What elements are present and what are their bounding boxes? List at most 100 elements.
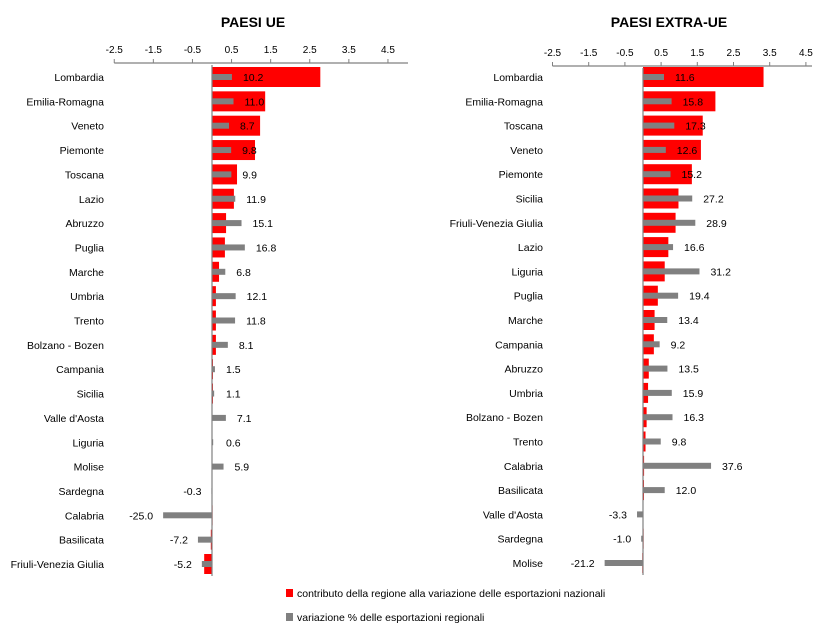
data-label: 11.9 <box>246 194 266 206</box>
category-label: Sicilia <box>516 194 544 206</box>
category-label: Toscana <box>504 121 543 133</box>
bar-variazione <box>643 219 696 226</box>
data-label: 16.3 <box>684 412 705 424</box>
data-label: 31.2 <box>710 266 731 278</box>
category-label: Molise <box>74 462 105 474</box>
data-label: 19.4 <box>689 291 710 303</box>
chart-title: PAESI EXTRA-UE <box>611 14 727 30</box>
chart-title: PAESI UE <box>221 14 285 30</box>
category-label: Friuli-Venezia Giulia <box>450 218 544 230</box>
bar-variazione <box>643 98 672 105</box>
category-label: Emilia-Romagna <box>465 96 543 108</box>
bar-variazione <box>643 389 672 396</box>
legend-swatch-gray <box>286 613 293 621</box>
legend-label: variazione % delle esportazioni regional… <box>297 612 484 624</box>
bar-variazione <box>643 365 668 372</box>
category-label: Trento <box>74 316 104 328</box>
data-label: 5.9 <box>235 462 250 474</box>
bar-variazione <box>212 171 232 178</box>
bar-contributo <box>643 91 716 112</box>
data-label: 12.1 <box>247 291 268 303</box>
bar-variazione <box>643 487 665 494</box>
x-tick-label: 3.5 <box>342 45 356 56</box>
x-tick-label: 0.5 <box>225 45 239 56</box>
bar-variazione <box>212 220 242 227</box>
bar-variazione <box>212 147 232 154</box>
category-label: Lazio <box>518 242 543 254</box>
bar-variazione <box>637 511 643 518</box>
bar-variazione <box>212 195 236 202</box>
bar-variazione <box>212 122 230 129</box>
category-label: Lombardia <box>54 72 104 84</box>
category-label: Emilia-Romagna <box>26 96 104 108</box>
category-label: Toscana <box>65 169 104 181</box>
bar-contributo <box>643 67 764 87</box>
bar-variazione <box>643 74 664 80</box>
data-label: 11.0 <box>245 96 265 108</box>
bar-variazione <box>212 366 215 373</box>
category-label: Calabria <box>504 461 543 473</box>
data-label: 16.8 <box>256 242 277 254</box>
category-label: Basilicata <box>498 485 543 497</box>
category-label: Campania <box>495 339 543 351</box>
legend-label: contributo della regione alla variazione… <box>297 588 605 600</box>
category-label: Campania <box>56 364 104 376</box>
data-label: 9.8 <box>672 437 687 449</box>
bar-variazione <box>197 536 212 543</box>
bar-variazione <box>641 535 643 542</box>
bar-variazione <box>163 512 212 519</box>
x-tick-label: 1.5 <box>690 48 704 59</box>
legend: contributo della regione alla variazione… <box>286 588 605 624</box>
data-label: 7.1 <box>237 413 252 425</box>
category-label: Liguria <box>72 437 104 449</box>
data-label: -25.0 <box>129 510 153 522</box>
x-tick-label: 3.5 <box>763 48 777 59</box>
bar-variazione <box>643 438 661 445</box>
bar-variazione <box>643 462 712 469</box>
data-label: 28.9 <box>706 218 727 230</box>
data-label: 12.6 <box>677 145 698 157</box>
category-label: Sicilia <box>77 389 105 401</box>
bar-variazione <box>643 244 674 251</box>
bar-contributo <box>212 115 261 136</box>
x-tick-label: 4.5 <box>799 48 813 59</box>
data-label: 13.4 <box>678 315 699 327</box>
category-label: Umbria <box>70 291 104 303</box>
chart-panel-extra-eu: PAESI EXTRA-UE -2.5 -1.5 -0.5 0.5 1.5 2.5 3.5 4… <box>450 14 813 575</box>
chart-panel-eu: PAESI UE -2.5 -1.5 -0.5 0.5 1.5 2.5 3.5 4.5 Lomb… <box>11 14 408 576</box>
bar-variazione <box>212 74 232 80</box>
data-label: -5.2 <box>174 559 192 571</box>
bar-contributo <box>212 91 266 112</box>
data-label: 1.5 <box>226 364 241 376</box>
data-label: -0.3 <box>183 486 201 498</box>
data-label: 10.2 <box>243 72 264 84</box>
bar-variazione <box>643 341 660 348</box>
data-label: 11.6 <box>675 72 695 84</box>
category-label: Piemonte <box>499 169 544 181</box>
bar-contributo <box>212 67 321 87</box>
data-label: 12.0 <box>676 485 697 497</box>
category-label: Abruzzo <box>65 218 104 230</box>
category-label: Bolzano - Bozen <box>466 412 543 424</box>
bar-variazione <box>643 292 679 299</box>
bar-variazione <box>212 317 236 324</box>
category-label: Bolzano - Bozen <box>27 340 104 352</box>
x-tick-label: -0.5 <box>616 48 634 59</box>
category-label: Trento <box>513 437 543 449</box>
data-label: 11.8 <box>246 316 266 328</box>
category-label: Molise <box>513 558 544 570</box>
data-label: 6.8 <box>236 267 251 279</box>
data-label: -3.3 <box>609 509 627 521</box>
data-label: 27.2 <box>703 194 724 206</box>
bar-variazione <box>643 268 700 275</box>
x-tick-label: -1.5 <box>145 45 163 56</box>
bar-variazione <box>212 293 236 300</box>
category-label: Veneto <box>71 121 104 133</box>
bar-variazione <box>643 146 666 153</box>
data-label: 15.1 <box>253 218 274 230</box>
category-label: Umbria <box>509 388 543 400</box>
bar-variazione <box>643 414 673 421</box>
category-label: Piemonte <box>60 145 105 157</box>
bar-variazione <box>643 195 693 202</box>
